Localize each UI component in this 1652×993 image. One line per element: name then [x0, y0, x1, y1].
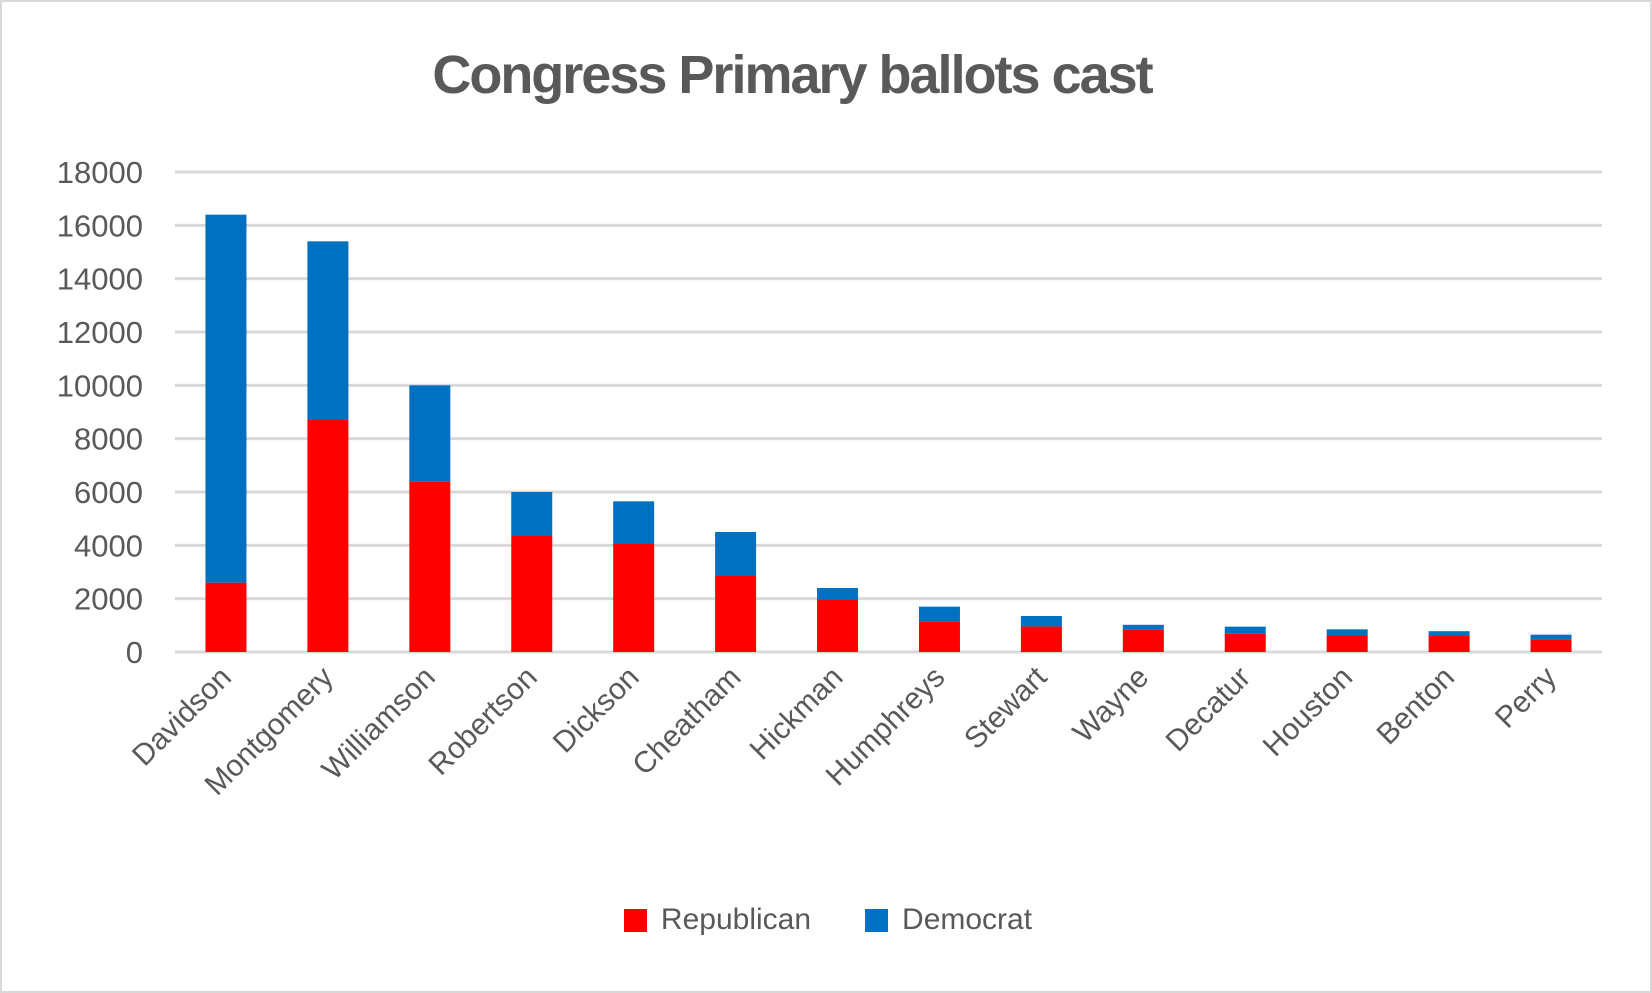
bar-segment-republican: [918, 621, 960, 652]
bar-segment-republican: [1020, 626, 1062, 652]
chart-legend: Republican Democrat: [2, 903, 1650, 937]
x-axis-category-label: Dickson: [547, 661, 646, 760]
bar-segment-democrat: [1224, 626, 1266, 634]
x-axis-category-label: Benton: [1370, 661, 1461, 752]
y-axis-tick-label: 0: [126, 635, 143, 670]
y-axis-tick-label: 6000: [74, 475, 143, 510]
bar-segment-democrat: [918, 606, 960, 622]
bar-segment-democrat: [511, 492, 553, 536]
y-axis-tick-label: 18000: [57, 155, 143, 190]
bar-segment-democrat: [409, 385, 451, 482]
bar-segment-democrat: [307, 241, 349, 420]
x-axis-category-label: Perry: [1489, 661, 1563, 735]
x-axis-category-label: Stewart: [958, 660, 1054, 756]
bar-segment-republican: [307, 420, 349, 652]
x-axis-category-label: Decatur: [1160, 661, 1258, 759]
y-axis-tick-label: 8000: [74, 422, 143, 457]
legend-label-democrat: Democrat: [902, 903, 1033, 936]
bar-segment-republican: [1530, 639, 1572, 652]
bar-segment-republican: [409, 481, 451, 652]
bar-segment-republican: [1326, 635, 1368, 652]
bar-segment-democrat: [613, 501, 655, 544]
bar-segment-democrat: [715, 532, 757, 576]
bar-segment-republican: [511, 536, 553, 652]
y-axis-tick-label: 10000: [57, 368, 143, 403]
bar-segment-republican: [613, 544, 655, 652]
legend-label-republican: Republican: [660, 903, 812, 936]
x-axis-category-label: Hickman: [744, 661, 850, 767]
bar-segment-democrat: [1530, 634, 1572, 640]
bar-segment-democrat: [1326, 629, 1368, 636]
legend-item-democrat: Democrat: [865, 903, 1032, 937]
y-axis-tick-label: 2000: [74, 582, 143, 617]
bar-segment-republican: [715, 576, 757, 652]
y-axis-tick-label: 12000: [57, 315, 143, 350]
y-axis-tick-label: 14000: [57, 262, 143, 297]
x-axis-category-label: Houston: [1257, 661, 1359, 763]
bar-segment-republican: [1122, 629, 1164, 652]
bar-segment-republican: [1224, 633, 1266, 652]
y-axis-tick-label: 16000: [57, 208, 143, 243]
bar-segment-republican: [205, 582, 247, 652]
bar-segment-democrat: [205, 214, 247, 583]
x-axis-category-label: Cheatham: [626, 661, 747, 782]
bar-segment-republican: [817, 600, 859, 652]
bar-segment-democrat: [1122, 624, 1164, 630]
bar-segment-democrat: [817, 588, 859, 600]
x-axis-category-label: Robertson: [422, 661, 543, 782]
bar-segment-democrat: [1020, 616, 1062, 627]
legend-item-republican: Republican: [623, 903, 812, 937]
bar-segment-republican: [1428, 636, 1470, 652]
bar-segment-democrat: [1428, 631, 1470, 636]
y-axis-tick-label: 4000: [74, 528, 143, 563]
republican-swatch: [623, 908, 647, 932]
x-axis-category-label: Wayne: [1067, 661, 1156, 750]
democrat-swatch: [865, 908, 889, 932]
chart-title: Congress Primary ballots cast: [432, 45, 1153, 105]
